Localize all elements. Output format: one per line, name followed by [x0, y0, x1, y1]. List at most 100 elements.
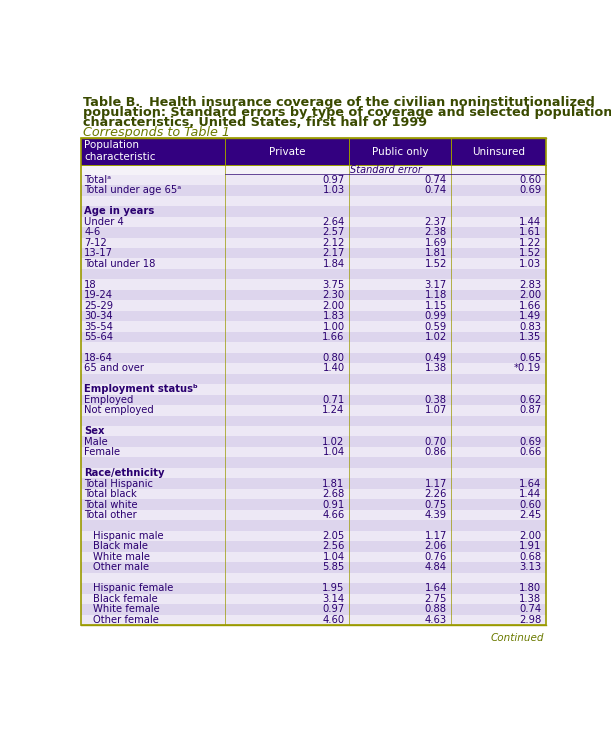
Text: 13-17: 13-17 [84, 248, 113, 258]
Text: 2.57: 2.57 [322, 227, 345, 237]
Bar [81, 489, 546, 499]
Bar [81, 520, 546, 531]
Text: 1.24: 1.24 [322, 405, 345, 416]
Text: 1.49: 1.49 [519, 311, 541, 321]
Text: 0.69: 0.69 [519, 437, 541, 447]
Text: 1.52: 1.52 [425, 259, 447, 269]
Bar [81, 531, 546, 541]
Text: 1.40: 1.40 [323, 363, 345, 374]
Text: *0.19: *0.19 [514, 363, 541, 374]
Text: 2.37: 2.37 [425, 217, 447, 227]
Bar [81, 290, 546, 301]
Bar [81, 353, 546, 363]
Bar [81, 139, 546, 625]
Text: 1.64: 1.64 [519, 478, 541, 489]
Bar [81, 311, 546, 321]
Bar [81, 416, 546, 426]
Text: Black male: Black male [93, 542, 148, 551]
Bar [81, 436, 546, 447]
Text: Standard error: Standard error [349, 164, 422, 175]
Text: Black female: Black female [93, 594, 158, 604]
Text: Totalᵃ: Totalᵃ [84, 175, 111, 185]
Text: White male: White male [93, 552, 150, 562]
Text: 2.64: 2.64 [322, 217, 345, 227]
Text: 0.91: 0.91 [322, 500, 345, 509]
Text: 2.06: 2.06 [425, 542, 447, 551]
Text: 1.69: 1.69 [425, 238, 447, 248]
Text: Corresponds to Table 1: Corresponds to Table 1 [82, 126, 230, 139]
Text: 4.39: 4.39 [425, 510, 447, 520]
Text: 1.52: 1.52 [519, 248, 541, 258]
Text: 1.22: 1.22 [519, 238, 541, 248]
Text: 1.81: 1.81 [425, 248, 447, 258]
Text: 1.35: 1.35 [519, 332, 541, 342]
Text: 4.60: 4.60 [323, 615, 345, 625]
Text: 0.62: 0.62 [519, 395, 541, 405]
Text: 2.38: 2.38 [425, 227, 447, 237]
Bar [81, 363, 546, 374]
Bar [81, 458, 546, 468]
Text: 0.87: 0.87 [519, 405, 541, 416]
Text: 0.97: 0.97 [322, 175, 345, 185]
Text: 1.04: 1.04 [323, 447, 345, 457]
Bar [81, 468, 546, 478]
Bar [81, 227, 546, 237]
Bar [81, 394, 546, 405]
Text: Total other: Total other [84, 510, 137, 520]
Text: characteristics, United States, first half of 1999: characteristics, United States, first ha… [82, 116, 426, 129]
Text: Employment statusᵇ: Employment statusᵇ [84, 385, 198, 394]
Bar [81, 573, 546, 583]
Bar [81, 248, 546, 259]
Text: 19-24: 19-24 [84, 290, 113, 300]
Text: 18: 18 [84, 279, 97, 290]
Text: 25-29: 25-29 [84, 301, 113, 310]
Bar [81, 175, 546, 185]
Text: 0.97: 0.97 [322, 604, 345, 614]
Text: 0.59: 0.59 [425, 321, 447, 332]
Text: Total under 18: Total under 18 [84, 259, 156, 269]
Text: White female: White female [93, 604, 160, 614]
Text: 1.95: 1.95 [322, 583, 345, 593]
Bar [81, 342, 546, 353]
Text: 65 and over: 65 and over [84, 363, 144, 374]
Text: 3.75: 3.75 [322, 279, 345, 290]
Text: Age in years: Age in years [84, 206, 155, 217]
Text: 0.49: 0.49 [425, 353, 447, 363]
Text: 3.13: 3.13 [519, 562, 541, 573]
Bar [81, 195, 546, 206]
Text: 4.66: 4.66 [322, 510, 345, 520]
Text: 1.03: 1.03 [519, 259, 541, 269]
Text: 35-54: 35-54 [84, 321, 113, 332]
Text: Female: Female [84, 447, 120, 457]
Text: 1.91: 1.91 [519, 542, 541, 551]
Text: 0.38: 0.38 [425, 395, 447, 405]
Text: 1.07: 1.07 [425, 405, 447, 416]
Text: 1.02: 1.02 [425, 332, 447, 342]
Bar [81, 139, 546, 164]
Text: 2.12: 2.12 [322, 238, 345, 248]
Bar [81, 552, 546, 562]
Text: 0.60: 0.60 [519, 500, 541, 509]
Text: 1.44: 1.44 [519, 217, 541, 227]
Text: 18-64: 18-64 [84, 353, 113, 363]
Text: Under 4: Under 4 [84, 217, 124, 227]
Text: Total black: Total black [84, 489, 137, 499]
Text: 2.00: 2.00 [519, 531, 541, 541]
Bar [81, 384, 546, 394]
Text: 2.98: 2.98 [519, 615, 541, 625]
Bar [81, 279, 546, 290]
Bar [81, 426, 546, 436]
Text: 2.56: 2.56 [322, 542, 345, 551]
Text: 1.64: 1.64 [425, 583, 447, 593]
Text: Male: Male [84, 437, 108, 447]
Text: Public only: Public only [372, 147, 428, 156]
Text: 2.75: 2.75 [425, 594, 447, 604]
Bar [81, 593, 546, 604]
Text: Total white: Total white [84, 500, 137, 509]
Text: Race/ethnicity: Race/ethnicity [84, 468, 164, 478]
Bar [81, 604, 546, 615]
Text: 0.69: 0.69 [519, 186, 541, 195]
Text: 0.75: 0.75 [425, 500, 447, 509]
Text: 1.04: 1.04 [323, 552, 345, 562]
Text: 2.30: 2.30 [323, 290, 345, 300]
